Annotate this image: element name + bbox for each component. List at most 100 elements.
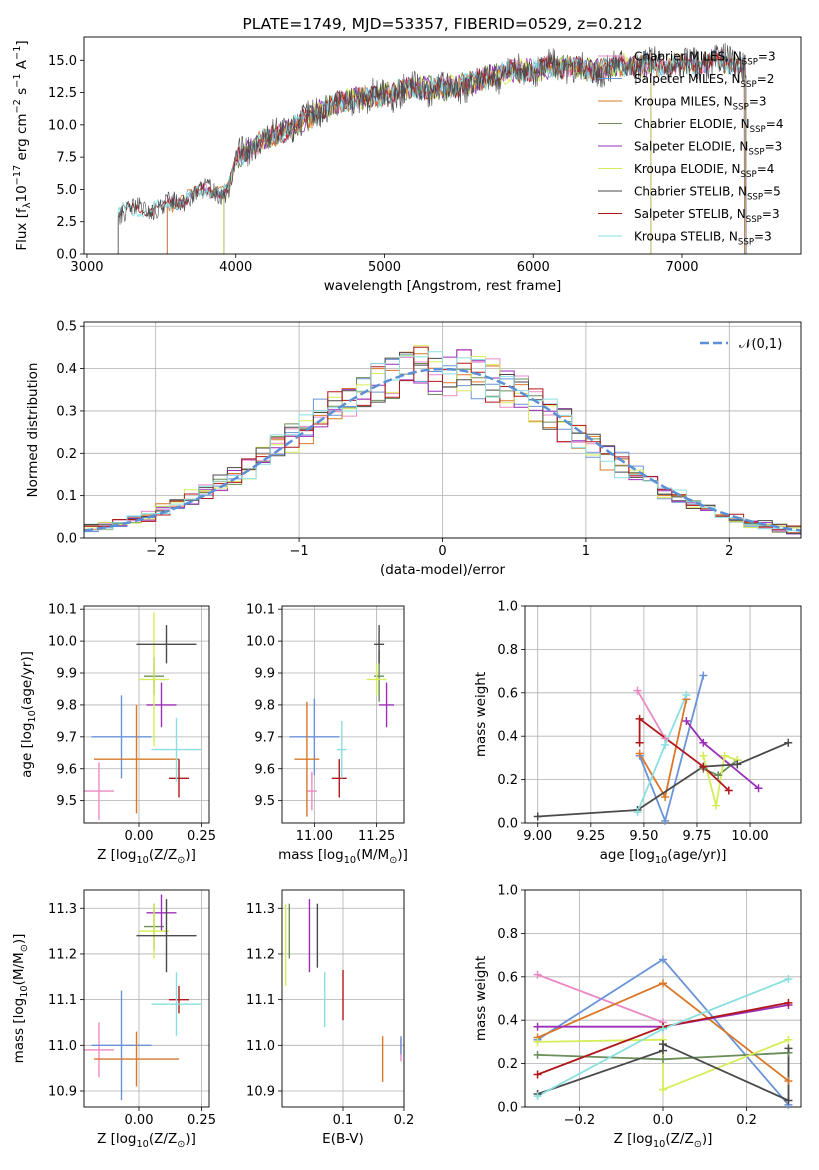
weight-marker-kroupa_elodie — [712, 801, 721, 810]
weight-marker-salpeter_elodie — [533, 1022, 542, 1031]
x-tick-label: 0.2 — [736, 1113, 757, 1128]
weight-marker-salpeter_elodie — [682, 717, 691, 726]
legend-label: Kroupa STELIB, NSSP​=3 — [634, 230, 772, 248]
chart-mass_vs_ebv: 0.1 0.2 10.9 11.0 11.1 11.2 11.3 E(B-V) — [246, 889, 414, 1147]
x-axis-label: (data-model)/error — [380, 562, 506, 578]
plot-area — [289, 625, 395, 817]
x-axis-label: Z [log10​(Z/Z⊙​)] — [97, 1131, 196, 1150]
y-tick-label: 0.2 — [497, 773, 518, 788]
x-tick-label: 11.00 — [296, 829, 333, 844]
weight-marker-chabrier_elodie — [659, 1055, 667, 1064]
weight-line-salpeter_miles — [638, 675, 705, 823]
y-axis-label: Normed distribution — [25, 363, 41, 498]
chart-title: PLATE=1749, MJD=53357, FIBERID=0529, z=0… — [242, 15, 642, 33]
y-tick-label: 0.2 — [56, 447, 77, 462]
x-tick-label: 6000 — [517, 260, 550, 275]
normal-curve — [84, 367, 801, 532]
x-axis-label: Z [log10​(Z/Z⊙​)] — [97, 847, 196, 866]
histogram-kroupa_stelib — [84, 351, 801, 538]
axes-frame — [83, 36, 802, 255]
weight-marker-kroupa_miles — [659, 979, 667, 988]
x-tick-label: 9.00 — [523, 829, 552, 844]
y-tick-label: 10.0 — [246, 635, 275, 650]
y-tick-label: 0.0 — [497, 817, 518, 832]
x-tick-label: 0.00 — [125, 1113, 154, 1128]
x-axis-label: Z [log10​(Z/Z⊙​)] — [614, 1131, 713, 1150]
weight-marker-kroupa_stelib — [659, 1024, 667, 1033]
x-tick-label: −2 — [146, 544, 165, 559]
chart-age_vs_mass: 11.00 11.25 9.5 9.6 9.7 9.8 9.9 10.0 10.1 mass [l… — [246, 603, 408, 866]
y-tick-label: 0.2 — [497, 1057, 518, 1072]
axes-frame — [83, 605, 210, 824]
y-tick-label: 0.4 — [497, 1014, 518, 1029]
legend-label: Salpeter MILES, NSSP​=2 — [634, 72, 774, 90]
y-tick-label: 9.8 — [56, 698, 77, 713]
y-tick-label: 9.9 — [254, 667, 275, 682]
x-tick-label: 9.25 — [576, 829, 605, 844]
weight-marker-kroupa_elodie — [659, 1085, 667, 1094]
weight-marker-chabrier_stelib — [733, 760, 742, 769]
y-tick-label: 0.5 — [56, 320, 77, 335]
weight-marker-chabrier_miles — [633, 686, 642, 695]
x-tick-label: 0.25 — [187, 829, 216, 844]
y-tick-label: 11.2 — [48, 947, 77, 962]
y-tick-label: 1.0 — [497, 600, 518, 615]
y-tick-label: 15.0 — [48, 54, 77, 69]
legend-label: Chabrier MILES, NSSP​=3 — [634, 50, 776, 68]
y-tick-label: 9.5 — [254, 794, 275, 809]
weight-marker-salpeter_miles — [699, 671, 708, 680]
y-tick-label: 10.1 — [246, 603, 275, 618]
legend-label: Kroupa MILES, NSSP​=3 — [634, 95, 767, 113]
weight-marker-kroupa_stelib — [661, 740, 670, 749]
x-axis-label: mass [log10​(M/M⊙​)] — [278, 847, 408, 866]
axes-frame — [83, 889, 210, 1108]
y-axis-label: mass weight — [473, 956, 489, 1041]
y-tick-label: 1.0 — [497, 884, 518, 899]
y-tick-label: 0.1 — [56, 489, 77, 504]
legend: Chabrier MILES, NSSP​=3 Salpeter MILES, N… — [598, 50, 783, 248]
x-tick-label: 9.50 — [629, 829, 658, 844]
weight-marker-salpeter_miles — [661, 816, 670, 825]
y-tick-label: 7.5 — [56, 151, 77, 166]
chart-residuals: −2 −1 0 1 2 0.0 0.1 0.2 0.3 0.4 0.5 (data-model)/er… — [25, 320, 802, 578]
weight-marker-chabrier_stelib — [784, 1044, 793, 1053]
y-tick-label: 11.0 — [246, 1039, 275, 1054]
x-tick-label: 4000 — [219, 260, 252, 275]
y-tick-label: 0.8 — [497, 927, 518, 942]
weight-marker-salpeter_stelib — [635, 714, 644, 723]
weight-marker-kroupa_miles — [784, 1076, 793, 1085]
y-tick-label: 11.3 — [48, 902, 77, 917]
weight-marker-chabrier_stelib — [784, 738, 793, 747]
x-axis-label: E(B-V) — [322, 1131, 364, 1147]
weight-marker-kroupa_elodie — [784, 1035, 793, 1044]
chart-weight_vs_Z: −0.2 0.0 0.2 0.0 0.2 0.4 0.6 0.8 1.0 Z [log10​(Z/… — [473, 884, 802, 1150]
plot-area — [284, 899, 402, 1082]
plot-area — [117, 42, 747, 254]
y-tick-label: 9.9 — [56, 667, 77, 682]
x-tick-label: 0.1 — [333, 1113, 354, 1128]
legend-label: Salpeter STELIB, NSSP​=3 — [634, 207, 780, 225]
x-tick-label: 0.00 — [125, 829, 154, 844]
y-tick-label: 2.5 — [56, 215, 77, 230]
weight-marker-chabrier_stelib — [784, 1096, 793, 1105]
weight-line-chabrier_miles — [636, 690, 666, 739]
y-tick-label: 10.1 — [48, 603, 77, 618]
y-tick-label: 10.0 — [48, 635, 77, 650]
legend-label: Chabrier ELODIE, NSSP​=4 — [634, 117, 783, 135]
weight-marker-salpeter_elodie — [754, 784, 763, 793]
weight-marker-chabrier_stelib — [659, 1040, 667, 1049]
y-tick-label: 0.0 — [56, 532, 77, 547]
chart-age_vs_Z: 0.00 0.25 9.5 9.6 9.7 9.8 9.9 10.0 10.1 Z [log10​… — [19, 603, 216, 866]
y-axis-label: Flux [fλ​10−17​ erg cm−2​ s−1​ A−1​] — [12, 40, 33, 250]
plot-area — [84, 345, 801, 538]
x-tick-label: 0 — [438, 544, 446, 559]
plot-area — [84, 894, 202, 1101]
plot-area — [537, 675, 789, 823]
y-axis-label: age [log10​(age/yr)] — [19, 651, 38, 778]
axes-frame — [281, 605, 405, 824]
y-tick-label: 11.1 — [48, 993, 77, 1008]
y-tick-label: 12.5 — [48, 86, 77, 101]
weight-marker-kroupa_stelib — [682, 690, 691, 699]
weight-marker-kroupa_miles — [635, 749, 644, 758]
y-tick-label: 0.0 — [497, 1101, 518, 1116]
